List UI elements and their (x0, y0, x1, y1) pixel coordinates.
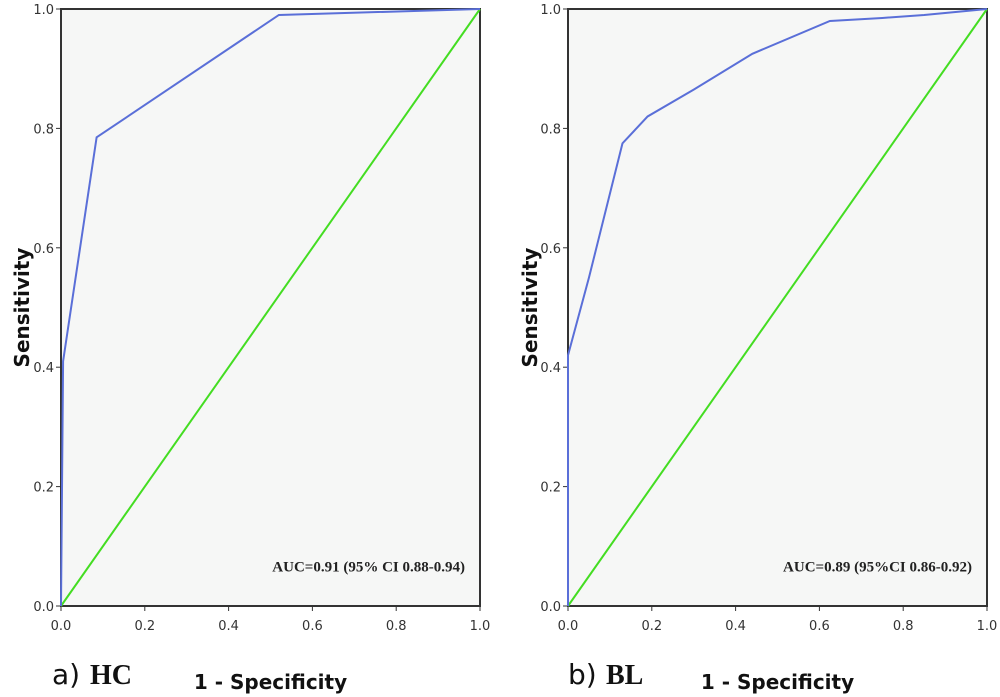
y-tick-label: 1.0 (33, 3, 54, 18)
x-tick-label: 0.2 (134, 619, 155, 634)
x-tick-label: 0.6 (809, 619, 830, 634)
reference-line (60, 8, 481, 607)
x-tick-label: 0.6 (302, 619, 323, 634)
y-tick-label: 0.2 (540, 481, 561, 496)
y-tick-label: 0.8 (33, 122, 54, 137)
auc-annotation: AUC=0.89 (95%CI 0.86-0.92) (783, 559, 972, 575)
x-tick-label: 0.0 (51, 619, 72, 634)
panel-label: HC (90, 660, 132, 691)
reference-line (567, 8, 988, 607)
y-tick-label: 0.0 (540, 600, 561, 615)
x-axis-label: 1 - Specificity (194, 670, 347, 694)
x-tick-label: 0.4 (218, 619, 239, 634)
y-axis-label: Sensitivity (10, 248, 34, 368)
panel-label-prefix: b) (568, 658, 597, 691)
y-tick-label: 0.0 (33, 600, 54, 615)
x-tick-label: 0.4 (725, 619, 746, 634)
roc-curve (567, 8, 988, 606)
x-axis-label: 1 - Specificity (701, 670, 854, 694)
y-tick-label: 0.6 (540, 242, 561, 257)
x-tick-label: 1.0 (470, 619, 491, 634)
chart-panel-b: 0.0 0.2 0.4 0.6 0.8 1.0 0.0 0.2 0.4 0.6 0.8 1.0 AUC=… (518, 3, 997, 694)
roc-curve (60, 8, 481, 607)
chart-panel-a: 0.0 0.2 0.4 0.6 0.8 1.0 0.0 0.2 0.4 0.6 0.8 1.0 AUC=… (10, 3, 490, 694)
y-tick-label: 0.4 (540, 361, 561, 376)
y-tick-label: 1.0 (540, 3, 561, 18)
panel-label: BL (606, 660, 643, 691)
x-tick-label: 0.0 (558, 619, 579, 634)
x-tick-label: 0.8 (386, 619, 407, 634)
y-tick-label: 0.6 (33, 242, 54, 257)
x-tick-label: 1.0 (977, 619, 998, 634)
panel-label-prefix: a) (52, 658, 80, 691)
y-tick-label: 0.4 (33, 361, 54, 376)
y-tick-label: 0.8 (540, 122, 561, 137)
y-tick-label: 0.2 (33, 481, 54, 496)
x-tick-label: 0.2 (641, 619, 662, 634)
x-tick-label: 0.8 (893, 619, 914, 634)
y-axis-label: Sensitivity (518, 248, 542, 368)
auc-annotation: AUC=0.91 (95% CI 0.88-0.94) (272, 559, 465, 575)
